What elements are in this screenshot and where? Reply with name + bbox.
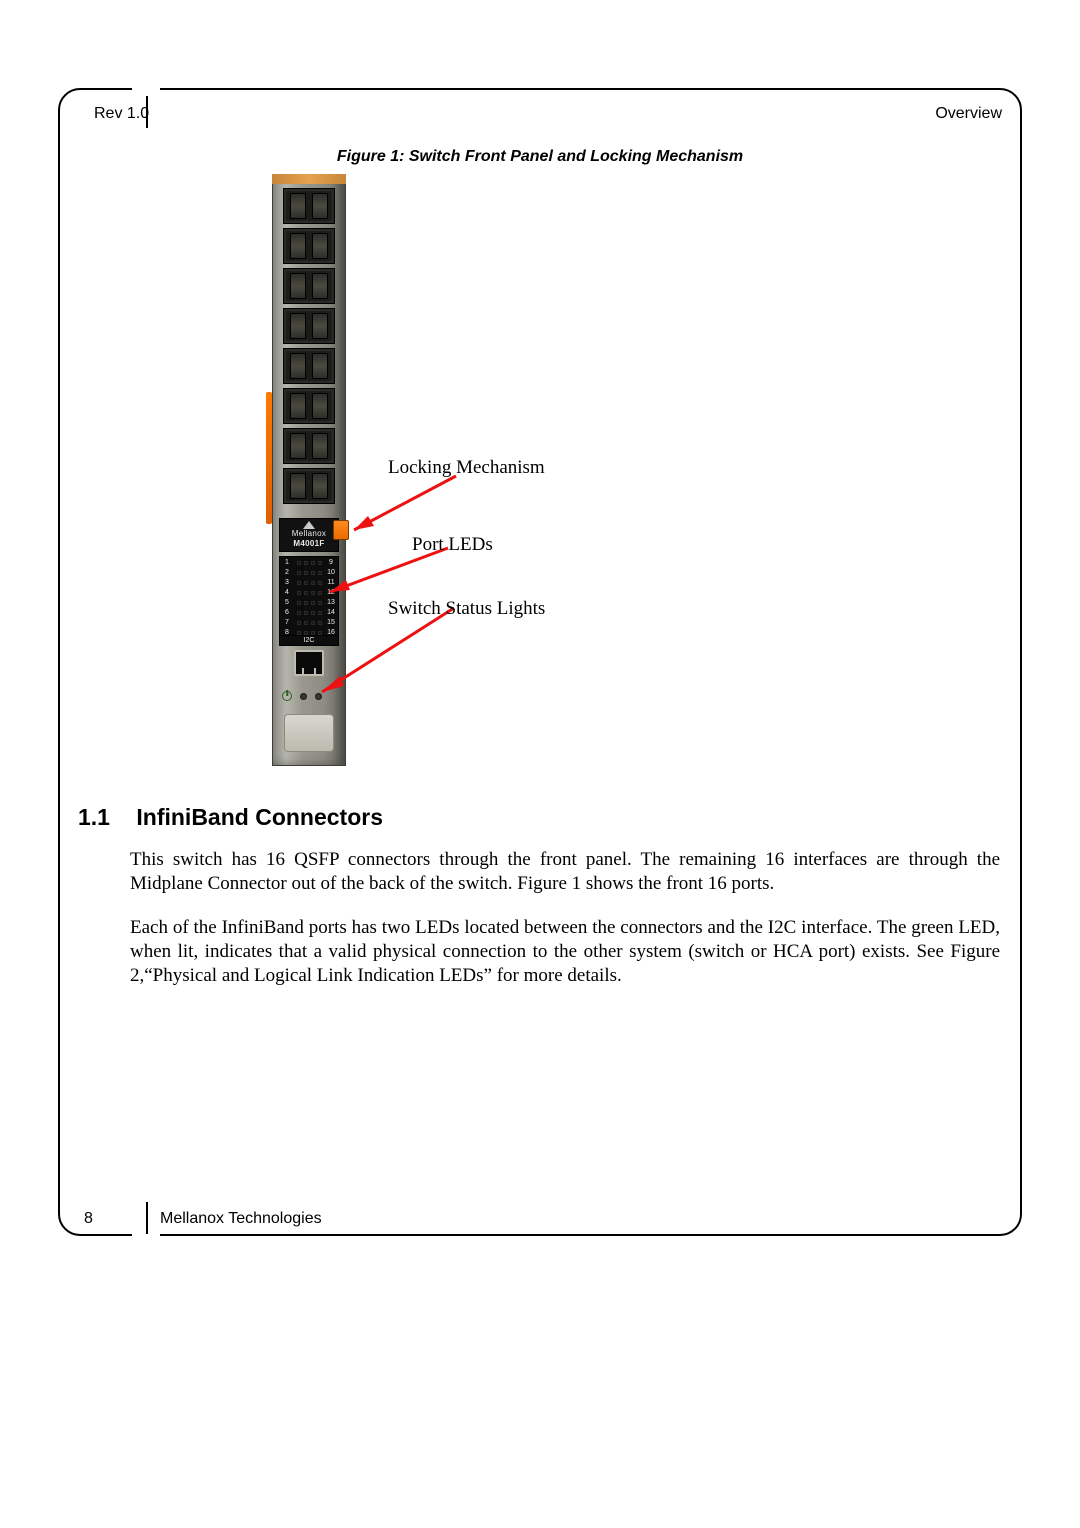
callout-port-leds: Port LEDs [412, 534, 493, 556]
qsfp-port [283, 308, 335, 344]
led-row-num-left: 3 [280, 579, 294, 586]
led-row-num-left: 5 [280, 599, 294, 606]
callout-locking: Locking Mechanism [388, 457, 545, 479]
qsfp-port [283, 388, 335, 424]
section-heading: 1.1 InfiniBand Connectors [78, 804, 383, 831]
footer-page-number: 8 [84, 1210, 93, 1228]
handle-block [284, 714, 334, 752]
section-title: InfiniBand Connectors [136, 804, 383, 830]
header-revision: Rev 1.0 [94, 105, 149, 123]
footer-divider [146, 1202, 148, 1234]
power-icon [282, 691, 292, 701]
top-bar [272, 174, 346, 184]
footer-company: Mellanox Technologies [160, 1210, 322, 1228]
led-row-num-left: 8 [280, 629, 294, 636]
led-row-num-left: 1 [280, 559, 294, 566]
figure-caption: Figure 1: Switch Front Panel and Locking… [0, 148, 1080, 166]
qsfp-port [283, 428, 335, 464]
qsfp-port [283, 228, 335, 264]
led-row-num-left: 7 [280, 619, 294, 626]
section-number: 1.1 [78, 804, 130, 831]
figure-1: Mellanox M4001F 19210311412513614715816 … [266, 174, 786, 778]
qsfp-port [283, 348, 335, 384]
paragraph-1: This switch has 16 QSFP connectors throu… [130, 848, 1000, 896]
led-row-num-left: 4 [280, 589, 294, 596]
qsfp-port [283, 268, 335, 304]
led-row-num-left: 6 [280, 609, 294, 616]
paragraph-2: Each of the InfiniBand ports has two LED… [130, 916, 1000, 987]
qsfp-port [283, 188, 335, 224]
header-section: Overview [935, 105, 1002, 123]
callout-status: Switch Status Lights [388, 598, 545, 620]
qsfp-port-stack [283, 188, 335, 508]
led-row-num-left: 2 [280, 569, 294, 576]
